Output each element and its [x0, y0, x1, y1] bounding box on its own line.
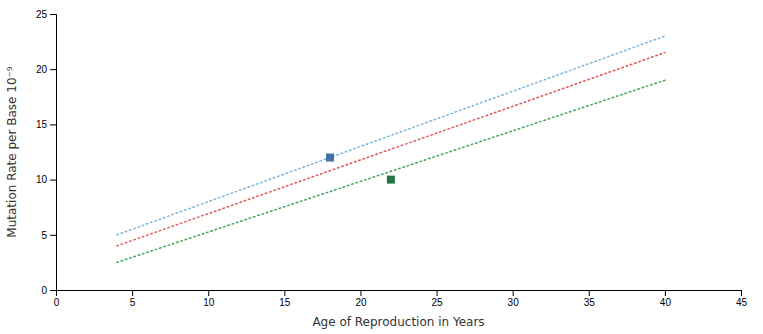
y-tick: 10 [36, 174, 56, 185]
x-tick-label: 20 [355, 297, 367, 308]
x-tick-label: 30 [508, 297, 520, 308]
x-tick-mark [132, 290, 133, 296]
marker-point [326, 154, 334, 162]
y-axis-line [50, 15, 57, 291]
x-tick-mark [208, 290, 209, 296]
x-tick-mark [360, 290, 361, 296]
x-tick: 20 [355, 290, 367, 308]
y-axis-title: Mutation Rate per Base 10⁻⁹ [5, 66, 19, 238]
y-tick-mark [50, 290, 56, 291]
y-tick-mark [50, 180, 56, 181]
series-line [117, 53, 665, 246]
x-tick-label: 40 [660, 297, 672, 308]
x-tick: 35 [584, 290, 596, 308]
x-tick: 10 [203, 290, 215, 308]
x-tick: 30 [508, 290, 520, 308]
y-tick-label: 5 [41, 230, 47, 241]
x-tick-mark [741, 290, 742, 296]
y-tick-mark [50, 235, 56, 236]
x-tick-label: 0 [54, 297, 60, 308]
x-tick-mark [437, 290, 438, 296]
x-tick: 15 [279, 290, 291, 308]
x-tick: 40 [660, 290, 672, 308]
series-line [117, 80, 665, 262]
y-tick: 15 [36, 119, 56, 130]
x-tick-label: 5 [130, 297, 136, 308]
chart-container: 0 5 10 15 20 25 30 35 40 45 0 5 10 15 20 25 Age of Repro… [0, 0, 763, 334]
x-tick-mark [513, 290, 514, 296]
x-tick-label: 35 [584, 297, 596, 308]
y-tick-mark [50, 69, 56, 70]
y-tick: 20 [36, 64, 56, 75]
x-axis-line [57, 291, 742, 297]
y-tick: 0 [41, 285, 56, 296]
y-tick-mark [50, 124, 56, 125]
x-tick-label: 10 [203, 297, 215, 308]
y-axis: 0 5 10 15 20 25 [36, 9, 57, 296]
y-tick-label: 0 [41, 285, 47, 296]
x-axis-title: Age of Reproduction in Years [312, 315, 484, 329]
x-tick: 0 [54, 290, 60, 308]
x-axis: 0 5 10 15 20 25 30 35 40 45 [54, 290, 748, 308]
chart-svg: 0 5 10 15 20 25 30 35 40 45 0 5 10 15 20 25 Age of Repro… [0, 0, 763, 334]
y-tick-label: 15 [36, 119, 48, 130]
x-tick: 45 [736, 290, 748, 308]
y-tick-mark [50, 14, 56, 15]
x-tick-label: 25 [431, 297, 443, 308]
marker-point [387, 176, 395, 184]
x-tick-mark [589, 290, 590, 296]
x-tick: 25 [431, 290, 443, 308]
y-tick-label: 10 [36, 174, 48, 185]
marks [117, 36, 665, 262]
series-line [117, 36, 665, 235]
x-tick-mark [665, 290, 666, 296]
y-tick-label: 20 [36, 64, 48, 75]
x-tick-label: 15 [279, 297, 291, 308]
x-tick-label: 45 [736, 297, 748, 308]
y-tick-label: 25 [36, 9, 48, 20]
x-tick-mark [284, 290, 285, 296]
y-tick: 5 [41, 230, 56, 241]
plot-root: 0 5 10 15 20 25 30 35 40 45 0 5 10 15 20 25 [36, 9, 748, 308]
y-tick: 25 [36, 9, 56, 20]
x-tick: 5 [130, 290, 136, 308]
